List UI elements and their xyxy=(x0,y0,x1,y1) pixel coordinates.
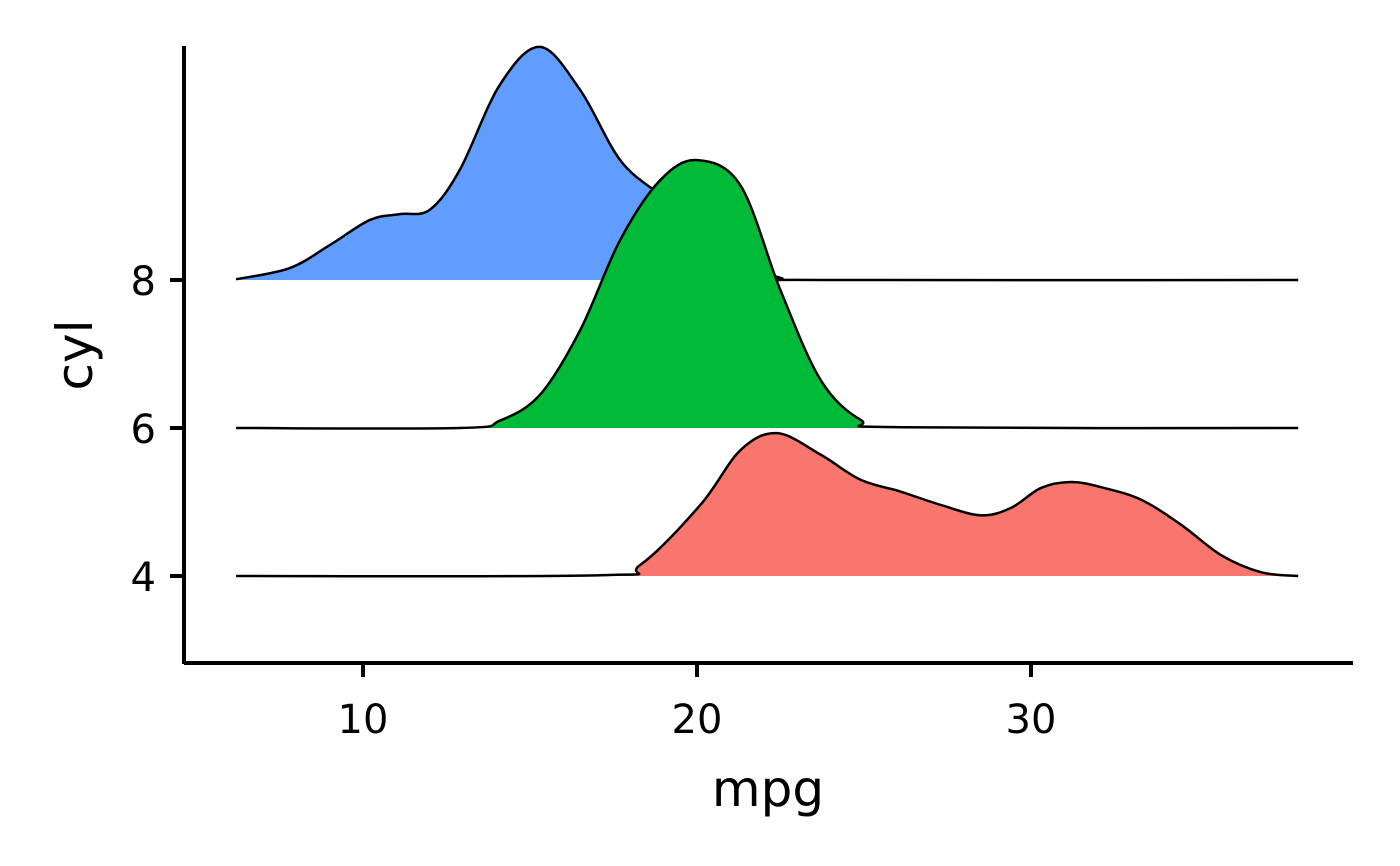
y-axis-label: cyl xyxy=(46,320,104,391)
ridge-fill-6 xyxy=(236,160,1299,429)
ridge-line-6 xyxy=(236,158,1299,430)
x-axis-label: mpg xyxy=(712,760,824,818)
x-tick-label: 20 xyxy=(672,697,723,743)
y-ticks: 4 6 8 xyxy=(131,259,184,601)
x-ticks: 10 20 30 xyxy=(338,663,1057,743)
x-tick-label: 10 xyxy=(338,697,389,743)
y-tick-label: 6 xyxy=(131,407,156,453)
ridge-fill-8 xyxy=(236,46,1299,281)
ridge-line-4 xyxy=(236,431,1299,578)
y-tick-label: 4 xyxy=(131,555,156,601)
ridge-fill-4 xyxy=(236,433,1299,577)
ridges xyxy=(235,45,1299,578)
y-tick-label: 8 xyxy=(131,259,156,305)
x-tick-label: 30 xyxy=(1006,697,1057,743)
